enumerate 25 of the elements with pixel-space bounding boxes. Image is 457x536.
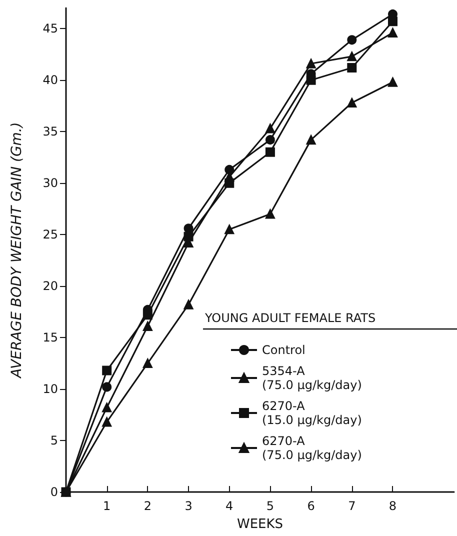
y-tick-label: 0 (50, 485, 58, 499)
x-tick-label: 1 (103, 499, 111, 513)
x-tick-label: 4 (226, 499, 234, 513)
y-tick-label: 10 (42, 382, 58, 396)
y-tick-label: 5 (50, 434, 58, 448)
y-tick-label: 30 (42, 176, 58, 190)
x-tick-label: 3 (184, 499, 192, 513)
legend-label: 6270-A (15.0 μg/kg/day) (262, 399, 362, 427)
x-tick-label: 2 (144, 499, 152, 513)
y-tick-label: 40 (42, 73, 58, 88)
y-tick-label: 35 (42, 124, 58, 139)
x-axis-title: WEEKS (236, 517, 284, 532)
y-axis-title: AVERAGE BODY WEIGHT GAIN (Gm.) (9, 122, 25, 379)
legend-title: YOUNG ADULT FEMALE RATS (204, 311, 376, 325)
x-tick-label: 7 (348, 499, 356, 513)
y-tick-label: 45 (42, 22, 58, 36)
x-tick-label: 8 (388, 499, 397, 513)
legend-label: Control (262, 343, 306, 357)
legend-label: 5354-A (75.0 μg/kg/day) (262, 364, 362, 392)
x-tick-label: 6 (307, 499, 315, 513)
x-tick-label: 5 (266, 499, 274, 513)
y-tick-label: 25 (42, 228, 58, 242)
legend-label: 6270-A (75.0 μg/kg/day) (262, 434, 362, 462)
y-tick-label: 15 (42, 330, 58, 345)
y-tick-label: 20 (42, 279, 58, 294)
